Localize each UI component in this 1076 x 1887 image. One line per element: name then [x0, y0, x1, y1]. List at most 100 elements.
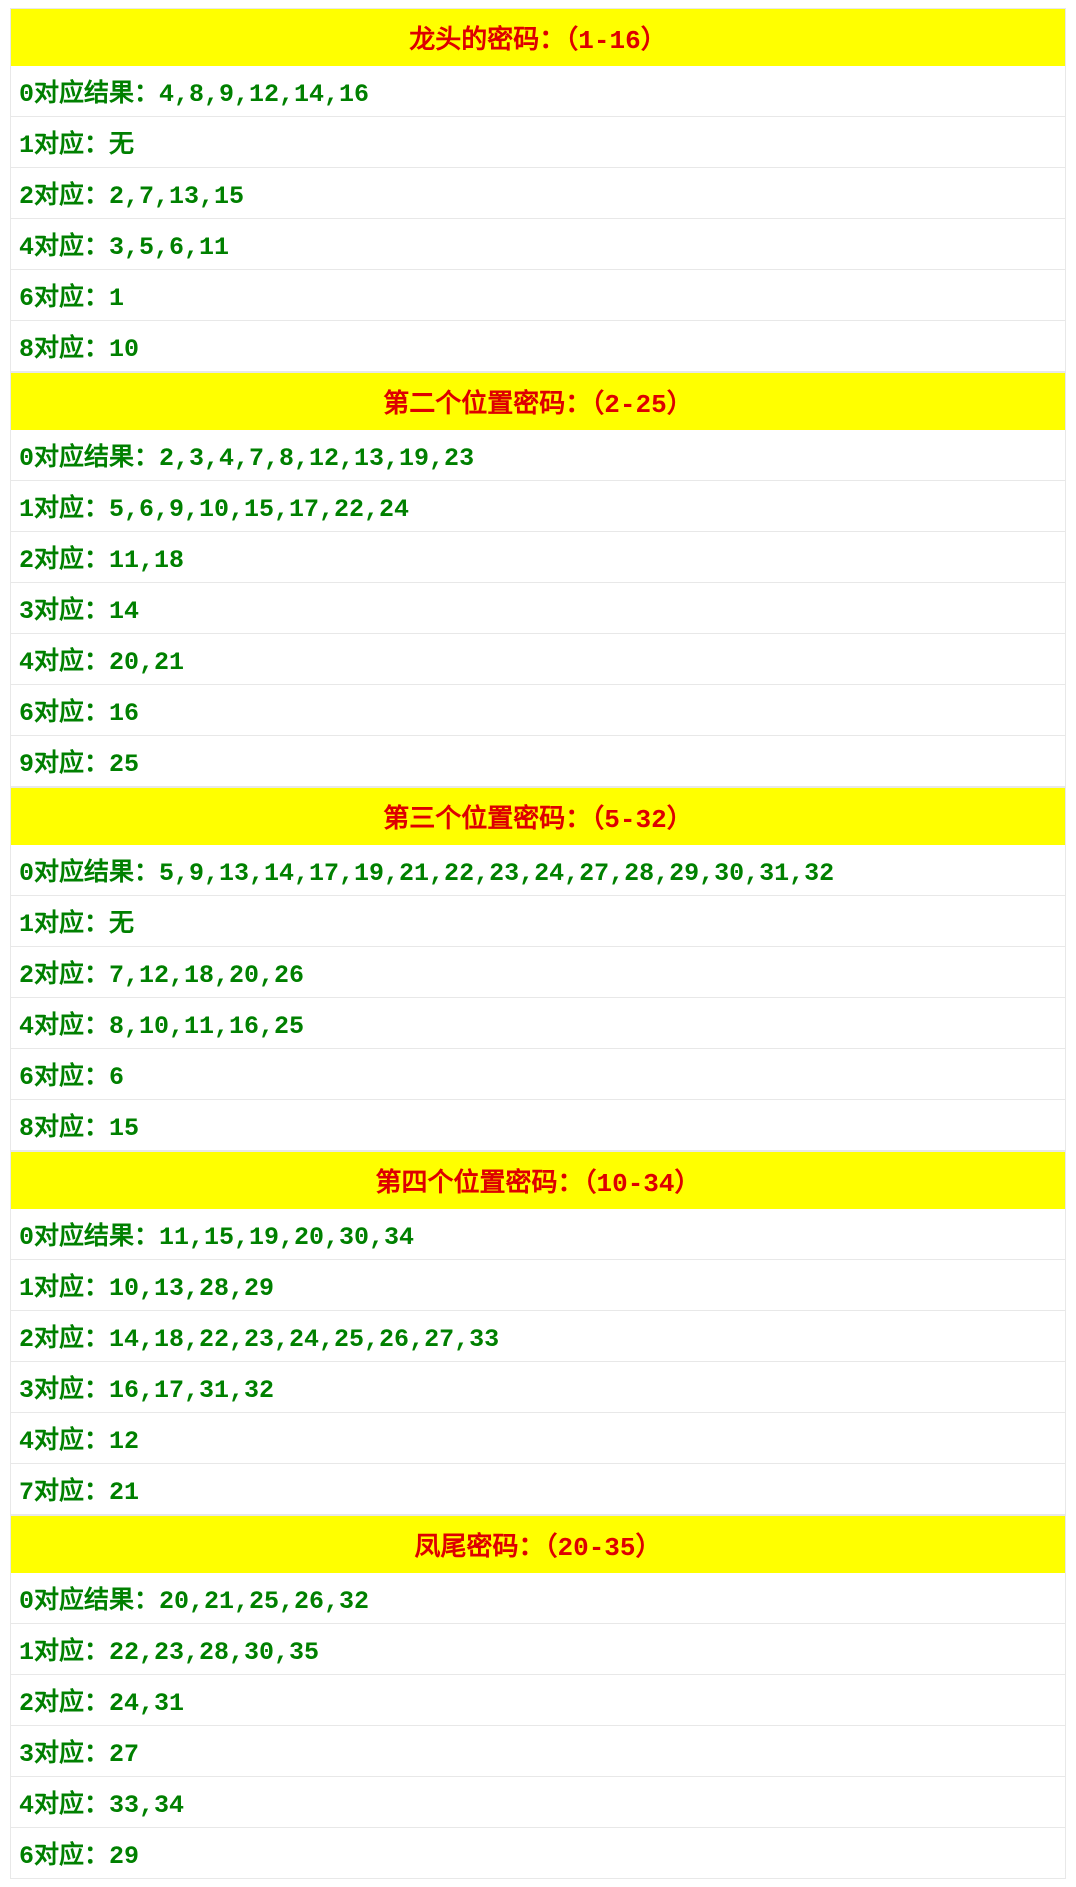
row-values: 20,21: [109, 648, 184, 677]
row-values: 33,34: [109, 1791, 184, 1820]
row-values: 11,15,19,20,30,34: [159, 1223, 414, 1252]
section-header-1: 第二个位置密码：（2-25）: [10, 372, 1066, 430]
row-values: 7,12,18,20,26: [109, 961, 304, 990]
table-row: 4对应：20,21: [10, 634, 1066, 685]
table-row: 0对应结果：11,15,19,20,30,34: [10, 1209, 1066, 1260]
table-row: 8对应：15: [10, 1100, 1066, 1151]
row-label: 1对应：: [19, 131, 109, 160]
row-values: 5,6,9,10,15,17,22,24: [109, 495, 409, 524]
table-row: 8对应：10: [10, 321, 1066, 372]
row-label: 6对应：: [19, 699, 109, 728]
row-values: 15: [109, 1114, 139, 1143]
row-values: 无: [109, 910, 134, 939]
table-row: 0对应结果：5,9,13,14,17,19,21,22,23,24,27,28,…: [10, 845, 1066, 896]
table-row: 0对应结果：4,8,9,12,14,16: [10, 66, 1066, 117]
table-row: 7对应：21: [10, 1464, 1066, 1515]
table-row: 3对应：14: [10, 583, 1066, 634]
section-header-4: 凤尾密码：（20-35）: [10, 1515, 1066, 1573]
row-values: 10: [109, 335, 139, 364]
row-label: 6对应：: [19, 284, 109, 313]
row-values: 21: [109, 1478, 139, 1507]
table-row: 2对应：7,12,18,20,26: [10, 947, 1066, 998]
table-row: 2对应：11,18: [10, 532, 1066, 583]
table-row: 4对应：8,10,11,16,25: [10, 998, 1066, 1049]
table-row: 1对应：5,6,9,10,15,17,22,24: [10, 481, 1066, 532]
row-label: 8对应：: [19, 335, 109, 364]
row-values: 29: [109, 1842, 139, 1871]
section-header-0: 龙头的密码：（1-16）: [10, 8, 1066, 66]
row-values: 16,17,31,32: [109, 1376, 274, 1405]
table-row: 1对应：10,13,28,29: [10, 1260, 1066, 1311]
row-label: 2对应：: [19, 961, 109, 990]
table-row: 1对应：无: [10, 896, 1066, 947]
table-row: 4对应：33,34: [10, 1777, 1066, 1828]
table-row: 4对应：12: [10, 1413, 1066, 1464]
section-header-3: 第四个位置密码：（10-34）: [10, 1151, 1066, 1209]
row-label: 4对应：: [19, 1012, 109, 1041]
row-label: 4对应：: [19, 1427, 109, 1456]
row-values: 20,21,25,26,32: [159, 1587, 369, 1616]
row-values: 5,9,13,14,17,19,21,22,23,24,27,28,29,30,…: [159, 859, 834, 888]
row-label: 4对应：: [19, 1791, 109, 1820]
row-label: 8对应：: [19, 1114, 109, 1143]
table-row: 9对应：25: [10, 736, 1066, 787]
row-label: 0对应结果：: [19, 80, 159, 109]
section-0: 龙头的密码：（1-16） 0对应结果：4,8,9,12,14,16 1对应：无 …: [10, 8, 1066, 372]
table-row: 3对应：27: [10, 1726, 1066, 1777]
row-values: 1: [109, 284, 124, 313]
row-label: 3对应：: [19, 1376, 109, 1405]
table-row: 0对应结果：20,21,25,26,32: [10, 1573, 1066, 1624]
table-row: 6对应：1: [10, 270, 1066, 321]
table-row: 2对应：14,18,22,23,24,25,26,27,33: [10, 1311, 1066, 1362]
row-values: 10,13,28,29: [109, 1274, 274, 1303]
row-values: 25: [109, 750, 139, 779]
row-label: 6对应：: [19, 1063, 109, 1092]
row-label: 9对应：: [19, 750, 109, 779]
row-values: 6: [109, 1063, 124, 1092]
row-values: 22,23,28,30,35: [109, 1638, 319, 1667]
section-3: 第四个位置密码：（10-34） 0对应结果：11,15,19,20,30,34 …: [10, 1151, 1066, 1515]
row-values: 16: [109, 699, 139, 728]
table-row: 6对应：16: [10, 685, 1066, 736]
row-label: 3对应：: [19, 597, 109, 626]
page-container: 龙头的密码：（1-16） 0对应结果：4,8,9,12,14,16 1对应：无 …: [0, 0, 1076, 1887]
table-row: 4对应：3,5,6,11: [10, 219, 1066, 270]
section-header-2: 第三个位置密码：（5-32）: [10, 787, 1066, 845]
table-row: 3对应：16,17,31,32: [10, 1362, 1066, 1413]
row-label: 1对应：: [19, 910, 109, 939]
row-values: 2,3,4,7,8,12,13,19,23: [159, 444, 474, 473]
row-label: 7对应：: [19, 1478, 109, 1507]
row-label: 0对应结果：: [19, 1223, 159, 1252]
section-2: 第三个位置密码：（5-32） 0对应结果：5,9,13,14,17,19,21,…: [10, 787, 1066, 1151]
row-values: 11,18: [109, 546, 184, 575]
row-label: 2对应：: [19, 546, 109, 575]
table-row: 6对应：29: [10, 1828, 1066, 1879]
row-values: 14,18,22,23,24,25,26,27,33: [109, 1325, 499, 1354]
table-row: 2对应：24,31: [10, 1675, 1066, 1726]
table-row: 0对应结果：2,3,4,7,8,12,13,19,23: [10, 430, 1066, 481]
table-row: 1对应：无: [10, 117, 1066, 168]
row-label: 4对应：: [19, 233, 109, 262]
row-values: 8,10,11,16,25: [109, 1012, 304, 1041]
row-label: 4对应：: [19, 648, 109, 677]
row-values: 3,5,6,11: [109, 233, 229, 262]
row-values: 12: [109, 1427, 139, 1456]
row-label: 1对应：: [19, 1274, 109, 1303]
row-label: 0对应结果：: [19, 1587, 159, 1616]
row-label: 2对应：: [19, 1689, 109, 1718]
row-label: 1对应：: [19, 495, 109, 524]
row-label: 0对应结果：: [19, 444, 159, 473]
row-values: 24,31: [109, 1689, 184, 1718]
section-1: 第二个位置密码：（2-25） 0对应结果：2,3,4,7,8,12,13,19,…: [10, 372, 1066, 787]
table-row: 6对应：6: [10, 1049, 1066, 1100]
row-label: 6对应：: [19, 1842, 109, 1871]
row-label: 2对应：: [19, 1325, 109, 1354]
row-label: 1对应：: [19, 1638, 109, 1667]
table-row: 1对应：22,23,28,30,35: [10, 1624, 1066, 1675]
table-row: 2对应：2,7,13,15: [10, 168, 1066, 219]
section-4: 凤尾密码：（20-35） 0对应结果：20,21,25,26,32 1对应：22…: [10, 1515, 1066, 1879]
row-label: 0对应结果：: [19, 859, 159, 888]
row-values: 4,8,9,12,14,16: [159, 80, 369, 109]
row-values: 14: [109, 597, 139, 626]
row-label: 2对应：: [19, 182, 109, 211]
